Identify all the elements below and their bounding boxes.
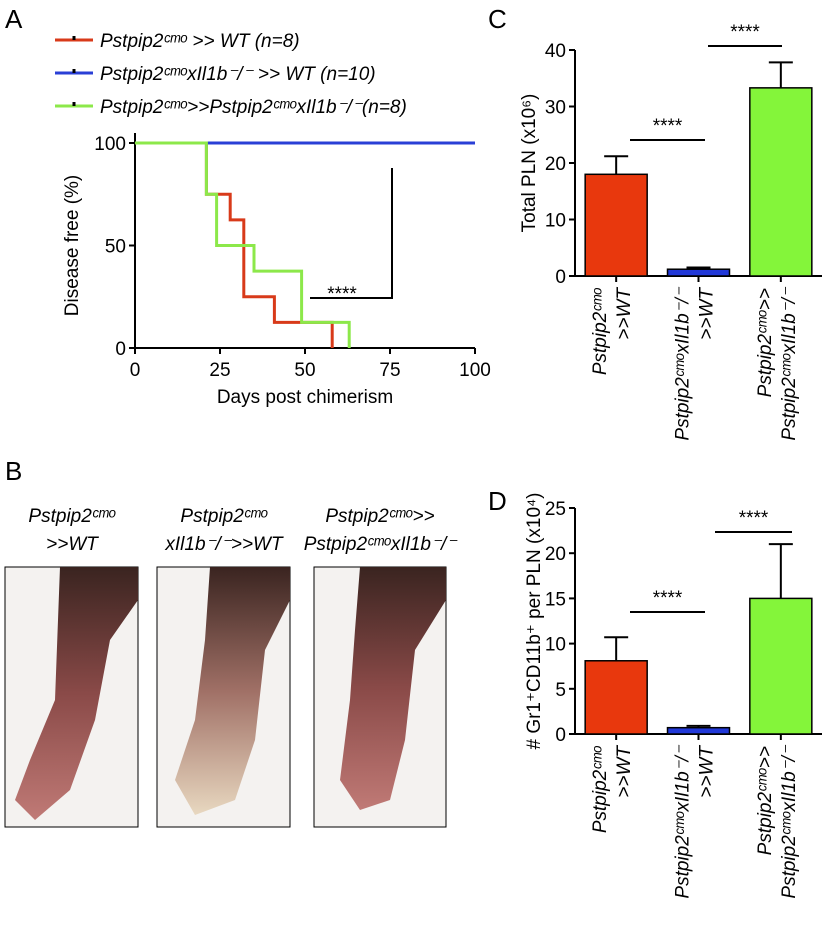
photo-caption: xIl1b⁻/⁻>>WT [164, 534, 284, 555]
panel-label: D [488, 486, 507, 516]
legend-label: Pstpip2ᶜᵐᵒ >> WT (n=8) [100, 31, 300, 52]
panel-label: B [5, 456, 22, 486]
panel-label: C [488, 4, 507, 34]
legend-label: Pstpip2ᶜᵐᵒxIl1b⁻/⁻ >> WT (n=10) [100, 64, 376, 85]
x-tick-label: 50 [294, 360, 315, 381]
y-tick-label: 20 [545, 154, 566, 175]
significance-label: **** [653, 116, 683, 137]
x-tick-label: 25 [209, 360, 230, 381]
x-tick-label: Pstpip2ᶜᵐᵒxIl1b⁻/⁻ [673, 286, 694, 441]
significance-label: **** [730, 22, 760, 43]
x-tick-label: 75 [379, 360, 400, 381]
y-tick-label: 15 [545, 589, 566, 610]
y-tick-label: 5 [555, 680, 566, 701]
y-tick-label: 50 [105, 237, 126, 258]
bar [584, 660, 648, 735]
legend-label: Pstpip2ᶜᵐᵒ>>Pstpip2ᶜᵐᵒxIl1b⁻/⁻(n=8) [100, 97, 407, 118]
y-axis-label: Disease free (%) [62, 175, 83, 317]
significance-bracket [310, 168, 393, 299]
x-tick-label: Pstpip2ᶜᵐᵒ>> [755, 746, 776, 855]
significance-label: **** [327, 284, 357, 305]
y-tick-label: 10 [545, 211, 566, 232]
survival-line [135, 141, 351, 348]
photo-caption: Pstpip2ᶜᵐᵒxIl1b⁻/⁻ [304, 534, 459, 555]
photo-caption: >>WT [46, 534, 99, 555]
y-tick-label: 0 [555, 267, 566, 288]
panel-label: A [5, 4, 23, 34]
x-axis-label: Days post chimerism [217, 387, 393, 408]
photo-caption: Pstpip2ᶜᵐᵒ>> [325, 506, 434, 527]
x-tick-label: 0 [130, 360, 141, 381]
x-tick-label: Pstpip2ᶜᵐᵒxIl1b⁻/⁻ [673, 744, 694, 899]
bar [666, 726, 731, 735]
bar [584, 173, 648, 277]
x-tick-label: Pstpip2ᶜᵐᵒ>> [755, 288, 776, 397]
x-tick-label: >>WT [697, 287, 718, 340]
x-tick-label: Pstpip2ᶜᵐᵒ [590, 288, 611, 376]
y-tick-label: 0 [555, 725, 566, 746]
x-tick-label: Pstpip2ᶜᵐᵒxIl1b⁻/⁻ [779, 744, 800, 899]
significance-label: **** [739, 508, 769, 529]
axes [134, 133, 475, 349]
significance-label: **** [653, 588, 683, 609]
y-tick-label: 0 [115, 339, 126, 360]
bar [749, 87, 813, 277]
x-tick-label: Pstpip2ᶜᵐᵒ [590, 746, 611, 834]
x-tick-label: 100 [459, 360, 491, 381]
y-axis-label: Total PLN (x10⁶) [519, 94, 540, 233]
x-tick-label: >>WT [614, 745, 635, 798]
bar [749, 597, 813, 735]
photo-caption: Pstpip2ᶜᵐᵒ [28, 506, 116, 527]
y-tick-label: 40 [545, 41, 566, 62]
y-tick-label: 25 [545, 499, 566, 520]
bar [666, 268, 731, 277]
photo-caption: Pstpip2ᶜᵐᵒ [180, 506, 268, 527]
y-axis-label: # Gr1⁺CD11b⁺ per PLN (x10⁴) [524, 492, 545, 749]
y-tick-label: 30 [545, 98, 566, 119]
x-tick-label: >>WT [697, 745, 718, 798]
photo-frames [4, 566, 447, 828]
y-tick-label: 10 [545, 635, 566, 656]
x-tick-label: >>WT [614, 287, 635, 340]
x-tick-label: Pstpip2ᶜᵐᵒxIl1b⁻/⁻ [779, 286, 800, 441]
y-tick-label: 100 [94, 134, 126, 155]
y-tick-label: 20 [545, 544, 566, 565]
